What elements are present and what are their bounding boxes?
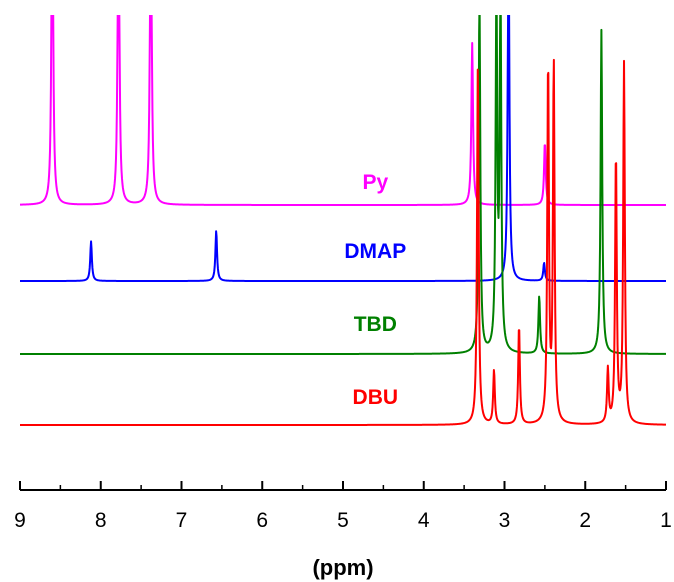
spectrum-labels: Py DMAP TBD DBU bbox=[344, 171, 406, 409]
spectrum-line-dbu bbox=[19, 58, 667, 426]
x-tick-label: 7 bbox=[176, 509, 188, 532]
x-axis: 9 8 7 6 5 4 3 2 1 bbox=[14, 481, 672, 532]
x-tick-label: 8 bbox=[95, 509, 107, 532]
x-tick-label: 2 bbox=[579, 509, 591, 532]
x-axis-title: (ppm) bbox=[312, 555, 373, 580]
spectrum-label-dmap: DMAP bbox=[344, 240, 406, 263]
spectrum-line-dmap bbox=[19, 15, 667, 282]
spectrum-label-tbd: TBD bbox=[354, 313, 397, 336]
x-tick-label: 3 bbox=[499, 509, 511, 532]
spectrum-line-py bbox=[19, 15, 667, 206]
spectra-traces bbox=[19, 15, 667, 426]
x-tick-label: 9 bbox=[14, 509, 26, 532]
spectrum-line-tbd bbox=[19, 15, 667, 355]
x-tick-label: 6 bbox=[256, 509, 268, 532]
spectrum-label-dbu: DBU bbox=[353, 386, 399, 409]
x-tick-label: 5 bbox=[337, 509, 349, 532]
x-tick-label: 4 bbox=[418, 509, 430, 532]
x-tick-label: 1 bbox=[660, 509, 672, 532]
spectrum-label-py: Py bbox=[362, 171, 388, 194]
